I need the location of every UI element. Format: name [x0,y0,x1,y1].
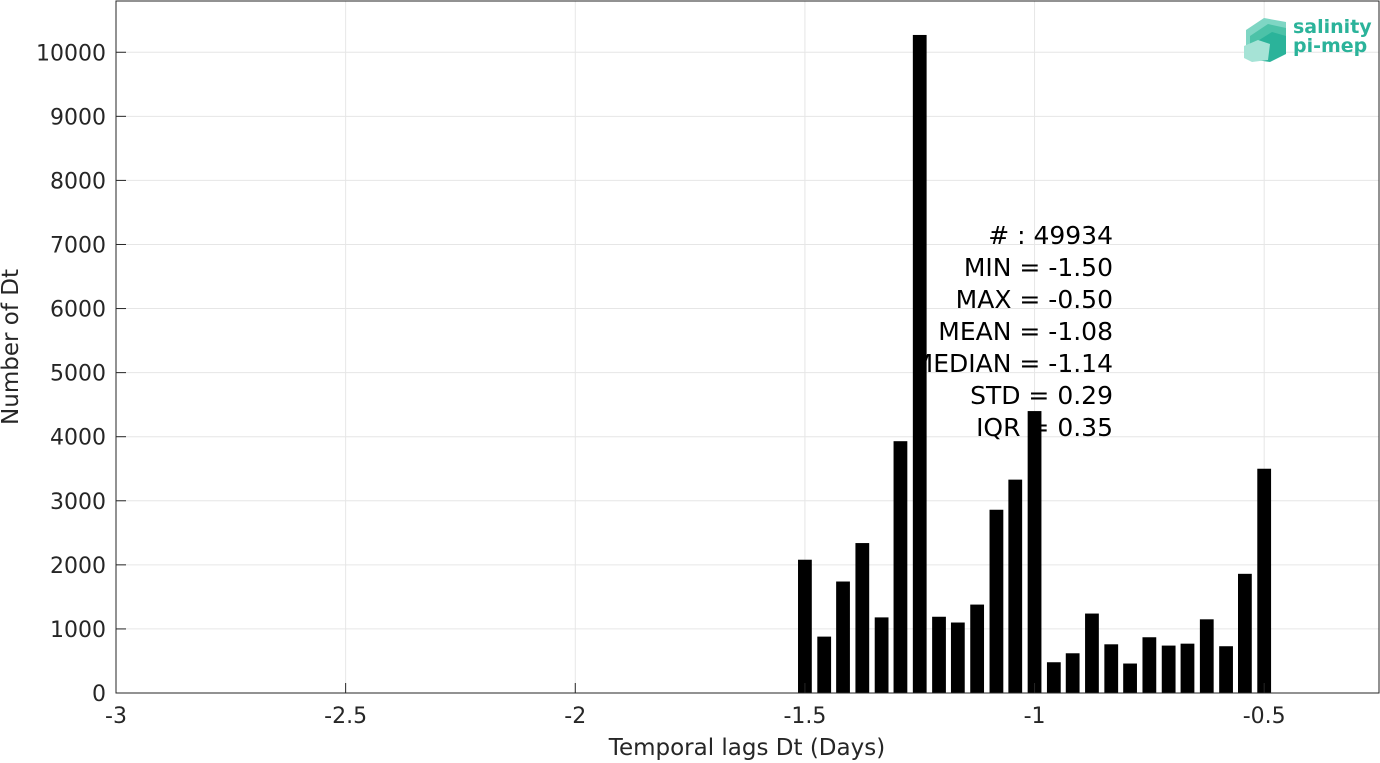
histogram-bar [817,636,832,693]
histogram-bar [836,581,850,693]
histogram-bar [1142,637,1157,693]
logo-line-1: salinity [1293,16,1372,38]
x-tick-label: -1 [1024,704,1046,729]
y-tick-label: 9000 [50,105,106,130]
stat-line: MIN = -1.50 [964,253,1113,282]
statistics-annotation: # : 49934 MIN = -1.50 MAX = -0.50 MEAN = -1… [912,221,1113,442]
y-tick-label: 5000 [50,362,106,387]
y-tick-label: 8000 [50,169,106,194]
stat-line: IQR = 0.35 [976,413,1113,442]
histogram-bar [1199,619,1214,693]
histogram-bar [1065,653,1080,693]
histogram-bar [1123,663,1137,693]
histogram-bar [893,441,908,693]
histogram-bar [1085,613,1099,693]
histogram-bar [989,509,1004,693]
stat-line: # : 49934 [988,221,1113,250]
y-tick-label: 10000 [36,41,106,66]
histogram-bar [1257,468,1272,693]
histogram-bar [1238,573,1252,693]
histogram-bar [1180,643,1195,693]
bars [798,34,1272,694]
y-axis-ticks: 0 1000 2000 3000 4000 5000 6000 7000 8000 9000 100… [36,41,126,707]
histogram-bar [874,617,889,693]
histogram-bar [1161,645,1176,693]
histogram-bar [950,622,965,693]
y-axis-label: Number of Dt [0,269,24,425]
histogram-bar [1027,411,1042,693]
logo-wave-icon [1244,18,1286,62]
x-tick-label: -3 [105,704,127,729]
histogram-bar [798,559,812,693]
x-tick-label: -2.5 [324,704,367,729]
y-tick-label: 3000 [50,490,106,515]
y-tick-label: 6000 [50,298,106,323]
histogram-bar [1046,662,1061,693]
histogram-bar [1008,479,1023,693]
x-axis-label: Temporal lags Dt (Days) [608,735,885,761]
stat-line: MEAN = -1.08 [938,317,1113,346]
x-axis-ticks: -3 -2.5 -2 -1.5 -1 -0.5 [105,683,1286,729]
stat-line: MEDIAN = -1.14 [912,349,1113,378]
x-tick-label: -0.5 [1243,704,1286,729]
y-tick-label: 1000 [50,618,106,643]
histogram-bar [970,604,985,693]
histogram-bar [1219,646,1233,693]
logo-line-2: pi-mep [1293,35,1367,57]
y-tick-label: 4000 [50,426,106,451]
histogram-bar [855,543,870,693]
plot-area-frame [115,0,1380,694]
y-tick-label: 2000 [50,554,106,579]
histogram-bar [1104,644,1119,693]
y-tick-label: 0 [92,682,106,707]
x-tick-label: -2 [564,704,586,729]
y-tick-label: 7000 [50,233,106,258]
salinity-pi-mep-logo: salinity pi-mep [1244,16,1372,62]
stat-line: STD = 0.29 [970,381,1113,410]
histogram-bar [932,616,946,693]
histogram-bar [912,34,927,694]
stat-line: MAX = -0.50 [956,285,1113,314]
grid-lines [115,1,1379,694]
x-tick-label: -1.5 [783,704,826,729]
